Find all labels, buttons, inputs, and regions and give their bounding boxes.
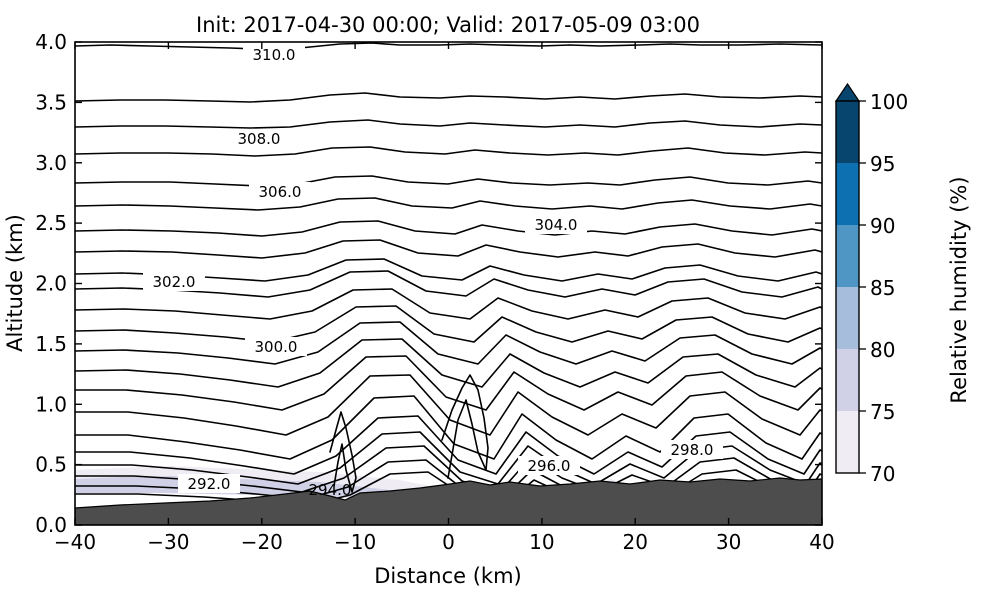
colorbar-band-70-75 bbox=[836, 411, 859, 473]
x-tick-label: 40 bbox=[809, 530, 834, 554]
contour-label-300: 300.0 bbox=[245, 337, 307, 356]
isentrope-311 bbox=[75, 42, 822, 50]
isentrope-293 bbox=[75, 431, 822, 485]
colorbar-tick-label: 75 bbox=[870, 400, 895, 424]
x-tick-label: 10 bbox=[529, 530, 554, 554]
x-ticks bbox=[74, 42, 823, 525]
contour-label-text: 302.0 bbox=[153, 273, 196, 291]
contour-label-text: 296.0 bbox=[528, 457, 571, 475]
isentrope-308 bbox=[75, 146, 822, 157]
colorbar-band-80-85 bbox=[836, 287, 859, 349]
contour-label-text: 292.0 bbox=[188, 475, 231, 493]
contour-label-302: 302.0 bbox=[143, 272, 205, 291]
plot-title: Init: 2017-04-30 00:00; Valid: 2017-05-0… bbox=[196, 13, 700, 37]
isentrope-299 bbox=[75, 321, 822, 365]
isentrope-wave-trough-left bbox=[441, 374, 489, 479]
contour-label-308: 308.0 bbox=[228, 129, 290, 148]
contour-label-306: 306.0 bbox=[249, 182, 311, 201]
isentrope-306 bbox=[75, 197, 822, 211]
terrain-layer bbox=[75, 477, 822, 525]
contour-label-298: 298.0 bbox=[661, 440, 723, 459]
isentrope-307 bbox=[75, 175, 822, 187]
x-tick-label: 20 bbox=[622, 530, 647, 554]
y-tick-label: 2.0 bbox=[35, 272, 67, 296]
contour-label-text: 310.0 bbox=[253, 46, 296, 64]
isentrope-302 bbox=[75, 270, 822, 298]
contour-label-text: 300.0 bbox=[255, 338, 298, 356]
isentrope-294 bbox=[75, 415, 822, 475]
colorbar-band-90-95 bbox=[836, 163, 859, 225]
plot-content: 310.0 308.0 306.0 304.0 302.0 300.0 bbox=[75, 42, 822, 525]
y-tick-label: 0.5 bbox=[35, 453, 67, 477]
isentrope-310 bbox=[75, 92, 822, 103]
colorbar-tick-label: 100 bbox=[870, 90, 908, 114]
isentrope-305 bbox=[75, 220, 822, 237]
humidity-band-75-80 bbox=[75, 476, 440, 499]
colorbar-ticks bbox=[859, 100, 866, 474]
contour-label-294: 294.0 bbox=[309, 481, 352, 499]
terrain-fill bbox=[75, 477, 822, 525]
colorbar-tick-label: 90 bbox=[870, 214, 895, 238]
isentrope-295 bbox=[75, 395, 822, 460]
isentrope-296 bbox=[75, 374, 822, 436]
isentrope-297 bbox=[75, 355, 822, 411]
x-tick-label: −30 bbox=[147, 530, 189, 554]
colorbar-tick-label: 85 bbox=[870, 276, 895, 300]
contour-label-296: 296.0 bbox=[518, 456, 580, 475]
x-tick-label: −40 bbox=[54, 530, 96, 554]
x-tick-label: −20 bbox=[241, 530, 283, 554]
y-ticks bbox=[75, 41, 822, 526]
y-tick-label: 0.0 bbox=[35, 513, 67, 537]
isentrope-301 bbox=[75, 288, 822, 320]
contour-label-310: 310.0 bbox=[243, 45, 305, 64]
isentrope-300 bbox=[75, 305, 822, 343]
x-axis-label: Distance (km) bbox=[374, 564, 522, 588]
colorbar-label: Relative humidity (%) bbox=[947, 176, 971, 403]
y-tick-label: 3.0 bbox=[35, 151, 67, 175]
contour-label-304: 304.0 bbox=[525, 215, 587, 234]
colorbar-band-85-90 bbox=[836, 225, 859, 287]
isentrope-309 bbox=[75, 119, 822, 129]
isentrope-303 bbox=[75, 258, 822, 282]
y-tick-label: 2.5 bbox=[35, 211, 67, 235]
contour-label-text: 308.0 bbox=[238, 130, 281, 148]
contour-label-292: 292.0 bbox=[178, 474, 240, 493]
y-tick-label: 3.5 bbox=[35, 90, 67, 114]
x-tick-label: 30 bbox=[716, 530, 741, 554]
contour-label-text: 298.0 bbox=[671, 441, 714, 459]
colorbar-tick-label: 70 bbox=[870, 462, 895, 486]
y-tick-label: 4.0 bbox=[35, 30, 67, 54]
contour-label-text: 294.0 bbox=[309, 481, 352, 499]
contour-label-text: 304.0 bbox=[535, 216, 578, 234]
x-tick-label: 0 bbox=[442, 530, 455, 554]
colorbar-tick-label: 80 bbox=[870, 338, 895, 362]
contour-inline-labels: 310.0 308.0 306.0 304.0 302.0 300.0 bbox=[143, 45, 723, 499]
x-axis: −40 −30 −20 −10 0 10 20 30 40 Distance (… bbox=[54, 42, 835, 588]
colorbar-tick-label: 95 bbox=[870, 152, 895, 176]
y-axis-label: Altitude (km) bbox=[3, 214, 27, 352]
isentrope-304 bbox=[75, 239, 822, 259]
contour-label-text: 306.0 bbox=[259, 183, 302, 201]
colorbar: 70 75 80 85 90 95 100 Relative humidity … bbox=[834, 82, 971, 486]
colorbar-band-95-100 bbox=[836, 101, 859, 163]
y-axis: 0.0 0.5 1.0 1.5 2.0 2.5 3.0 3.5 4.0 Alti… bbox=[3, 30, 822, 537]
isentrope-298 bbox=[75, 338, 822, 388]
y-tick-label: 1.5 bbox=[35, 332, 67, 356]
y-tick-label: 1.0 bbox=[35, 392, 67, 416]
isentrope-notch-m14 bbox=[329, 411, 357, 493]
colorbar-band-75-80 bbox=[836, 349, 859, 411]
x-tick-label: −10 bbox=[334, 530, 376, 554]
